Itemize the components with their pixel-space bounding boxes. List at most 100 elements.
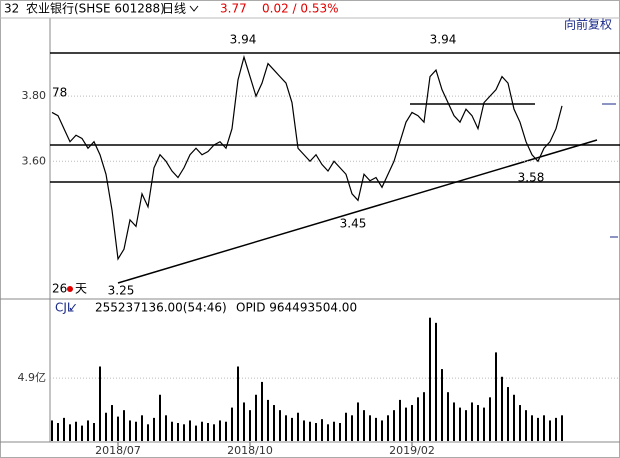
volume-bar — [495, 352, 497, 441]
annotation: 3.58 — [518, 171, 545, 185]
volume-bar — [177, 423, 179, 441]
volume-bar — [249, 410, 251, 441]
volume-bar — [123, 410, 125, 441]
volume-bar — [459, 407, 461, 441]
volume-bar — [195, 425, 197, 441]
volume-bar — [99, 366, 101, 441]
indicator-check: ✓ — [68, 301, 78, 315]
volume-bar — [429, 317, 431, 441]
annotation: 3.45 — [340, 217, 367, 231]
volume-bar — [147, 424, 149, 441]
volume-bar — [243, 402, 245, 441]
volume-bar — [135, 421, 137, 441]
volume-bar — [261, 381, 263, 441]
volume-bar — [435, 322, 437, 441]
volume-bar — [447, 392, 449, 441]
volume-bar — [405, 407, 407, 441]
adjust-button[interactable]: 向前复权 — [564, 17, 612, 32]
annotation: 3.25 — [108, 284, 135, 298]
volume-bar — [483, 407, 485, 441]
volume-bar — [75, 421, 77, 441]
volume-bar — [513, 394, 515, 441]
indicator-name: CJL — [55, 301, 74, 315]
period[interactable]: 日线 — [162, 2, 186, 16]
volume-bar — [369, 415, 371, 441]
volume-bar — [303, 420, 305, 441]
y-tick-label: 3.60 — [22, 154, 47, 167]
marker-icon — [67, 286, 73, 292]
volume-bar — [291, 417, 293, 441]
volume-bar — [189, 420, 191, 441]
volume-bar — [519, 405, 521, 441]
volume-bar — [351, 415, 353, 441]
price: 3.77 — [220, 2, 247, 16]
volume-bar — [471, 402, 473, 441]
indicator-value: OPID 964493504.00 — [236, 301, 357, 315]
volume-bar — [285, 415, 287, 441]
dropdown-icon[interactable] — [189, 5, 199, 12]
y-tick-label: 3.80 — [22, 89, 47, 102]
indicator-value: 255237136.00(54:46) — [95, 301, 227, 315]
volume-bar — [345, 412, 347, 441]
x-tick-label: 2019/02 — [389, 444, 435, 457]
volume-bar — [381, 420, 383, 441]
volume-bar — [501, 376, 503, 441]
price-line — [51, 54, 563, 261]
volume-bar — [213, 424, 215, 441]
volume-bar — [561, 415, 563, 441]
volume-bar — [507, 387, 509, 441]
volume-bar — [153, 417, 155, 441]
annotation: 3.94 — [230, 33, 257, 47]
volume-bar — [441, 369, 443, 441]
trend-line — [117, 139, 598, 284]
reference-lines — [50, 52, 620, 284]
volume-bar — [81, 425, 83, 441]
volume-bar — [333, 421, 335, 441]
volume-bar — [339, 423, 341, 441]
volume-bar — [555, 417, 557, 441]
volume-bar — [387, 415, 389, 441]
x-tick-label: 2018/07 — [95, 444, 141, 457]
volume-bar — [93, 423, 95, 441]
volume-bar — [549, 420, 551, 441]
volume-bar — [255, 394, 257, 441]
volume-bar — [453, 402, 455, 441]
volume-bar — [531, 415, 533, 441]
volume-bar — [399, 399, 401, 441]
volume-bar — [165, 415, 167, 441]
volume-bar — [87, 420, 89, 441]
volume-bar — [63, 417, 65, 441]
x-tick-label: 2018/10 — [227, 444, 273, 457]
volume-bar — [543, 415, 545, 441]
annotation: 3.94 — [430, 33, 457, 47]
stock-code: 32 — [4, 2, 19, 16]
volume-bar — [477, 405, 479, 441]
volume-bar — [489, 397, 491, 441]
volume-bar — [279, 410, 281, 441]
volume-bar — [321, 419, 323, 441]
stock-name: 农业银行(SHSE 601288) — [26, 2, 165, 16]
volume-bar — [297, 412, 299, 441]
y-tick-label: 4.9亿 — [18, 371, 47, 384]
volume-bar — [129, 420, 131, 441]
volume-bar — [117, 416, 119, 441]
volume-bar — [363, 410, 365, 441]
volume-bar — [267, 399, 269, 441]
volume-bar — [357, 402, 359, 441]
volume-bar — [201, 421, 203, 441]
annotation: 天 — [75, 282, 87, 296]
annotation: 78 — [52, 86, 67, 100]
volume-bar — [105, 412, 107, 441]
volume-bar — [159, 394, 161, 441]
volume-bar — [393, 410, 395, 441]
volume-bar — [273, 405, 275, 441]
volume-bar — [411, 405, 413, 441]
volume-bar — [219, 420, 221, 441]
annotation: 26 — [52, 282, 67, 296]
volume-bar — [141, 415, 143, 441]
volume-bar — [315, 423, 317, 441]
volume-bar — [237, 366, 239, 441]
volume-bar — [417, 397, 419, 441]
